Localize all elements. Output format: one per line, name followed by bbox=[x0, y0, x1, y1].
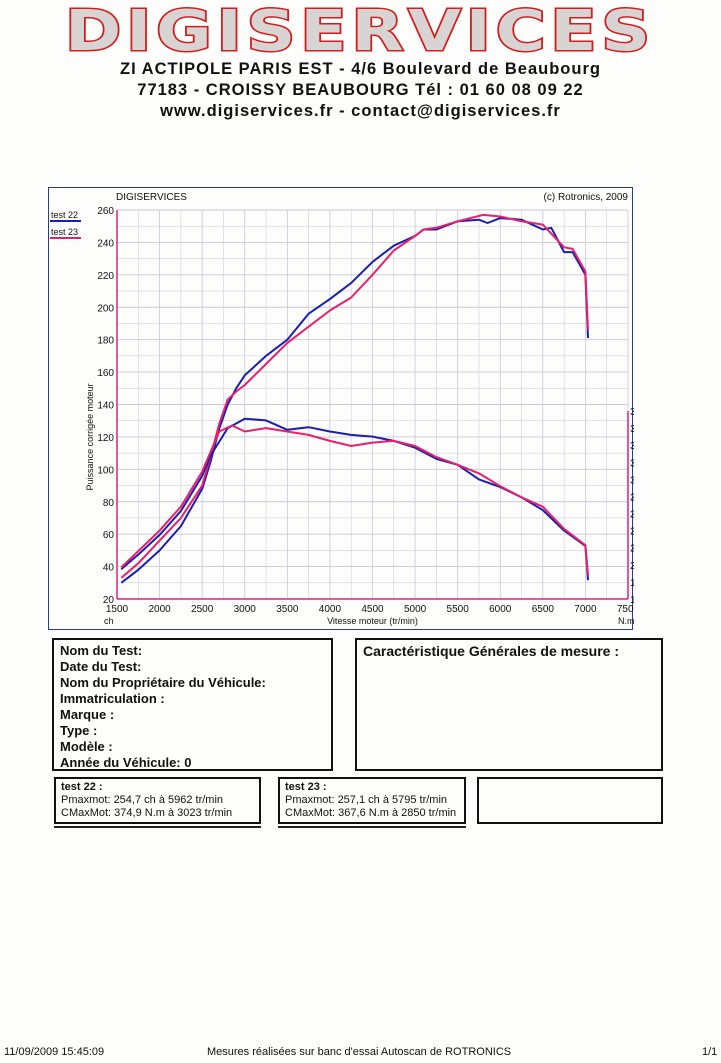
x-tick-label: 1500 bbox=[106, 604, 129, 615]
x-tick-label: 7000 bbox=[574, 604, 597, 615]
y2-tick-label: 380 bbox=[630, 407, 634, 418]
x-tick-label: 4500 bbox=[361, 604, 384, 615]
y-tick-label: 240 bbox=[97, 238, 114, 249]
x-tick-label: 7500 bbox=[617, 604, 634, 615]
y-tick-label: 40 bbox=[103, 563, 115, 574]
general-characteristics-box: Caractéristique Générales de mesure : bbox=[355, 638, 663, 771]
info-field: Modèle : bbox=[60, 739, 113, 754]
divider bbox=[278, 826, 466, 828]
y2-tick-label: 260 bbox=[630, 510, 634, 521]
x-tick-label: 5000 bbox=[404, 604, 427, 615]
y-tick-label: 100 bbox=[97, 465, 114, 476]
y2-tick-label: 340 bbox=[630, 441, 634, 452]
y-tick-label: 120 bbox=[97, 433, 114, 444]
y-tick-label: 260 bbox=[97, 206, 114, 217]
x-tick-label: 2500 bbox=[191, 604, 214, 615]
footer-note: Mesures réalisées sur banc d'essai Autos… bbox=[207, 1046, 512, 1058]
x-unit-label: ch bbox=[104, 616, 114, 626]
result-title: test 22 : bbox=[61, 781, 103, 793]
y2-tick-label: 300 bbox=[630, 475, 634, 486]
torque-curve-test22 bbox=[120, 417, 589, 581]
x-tick-label: 2000 bbox=[148, 604, 171, 615]
y-tick-label: 20 bbox=[103, 595, 115, 606]
legend-label-test22: test 22 bbox=[51, 210, 78, 220]
result-box-test23: test 23 : Pmaxmot: 257,1 ch à 5795 tr/mi… bbox=[278, 777, 466, 824]
info-field: Nom du Test: bbox=[60, 643, 143, 658]
result-box-empty bbox=[477, 777, 663, 824]
info-field: Marque : bbox=[60, 707, 115, 722]
info-field: Date du Test: bbox=[60, 659, 142, 674]
chart-title: DIGISERVICES bbox=[116, 192, 187, 203]
y2-tick-label: 240 bbox=[630, 527, 634, 538]
y-axis-label: Puissance corrigée moteur bbox=[85, 383, 95, 490]
y-tick-label: 200 bbox=[97, 303, 114, 314]
info-field: Immatriculation : bbox=[60, 691, 165, 706]
y2-tick-label: 160 bbox=[630, 595, 634, 606]
result-box-test22: test 22 : Pmaxmot: 254,7 ch à 5962 tr/mi… bbox=[54, 777, 261, 824]
y-tick-label: 160 bbox=[97, 368, 114, 379]
divider bbox=[54, 826, 261, 828]
y-tick-label: 80 bbox=[103, 498, 115, 509]
y2-tick-label: 320 bbox=[630, 458, 634, 469]
x-tick-label: 3500 bbox=[276, 604, 299, 615]
info-field: Année du Véhicule: 0 bbox=[60, 755, 192, 770]
chart-copyright: (c) Rotronics, 2009 bbox=[544, 192, 629, 203]
y-tick-label: 60 bbox=[103, 530, 115, 541]
torque-curve-test23 bbox=[120, 424, 589, 576]
y2-tick-label: 200 bbox=[630, 561, 634, 572]
legend-label-test23: test 23 bbox=[51, 227, 78, 237]
chart-frame bbox=[48, 187, 633, 630]
dyno-chart: 1500 2000 2500 3000 3500 4000 4500 5000 5500 6000… bbox=[50, 192, 634, 626]
y-tick-label: 220 bbox=[97, 271, 114, 282]
footer-datetime: 11/09/2009 15:45:09 bbox=[4, 1046, 105, 1058]
digiservices-logo: DIGISERVICES bbox=[64, 2, 655, 58]
x-tick-label: 3000 bbox=[234, 604, 257, 615]
x-tick-label: 5500 bbox=[447, 604, 470, 615]
power-curve-test23 bbox=[120, 213, 589, 579]
address-line-1: ZI ACTIPOLE PARIS EST - 4/6 Boulevard de… bbox=[120, 60, 601, 78]
x-axis-label: Vitesse moteur (tr/min) bbox=[327, 616, 418, 626]
y2-tick-label: 280 bbox=[630, 492, 634, 503]
contact-line: www.digiservices.fr - contact@digiservic… bbox=[160, 102, 561, 120]
address-line-2: 77183 - CROISSY BEAUBOURG Tél : 01 60 08… bbox=[137, 81, 584, 99]
result-pmax: Pmaxmot: 254,7 ch à 5962 tr/min bbox=[61, 794, 224, 806]
y2-tick-label: 360 bbox=[630, 424, 634, 435]
y2-tick-label: 180 bbox=[630, 578, 634, 589]
y-tick-label: 180 bbox=[97, 336, 114, 347]
result-title: test 23 : bbox=[285, 781, 327, 793]
x-tick-label: 4000 bbox=[319, 604, 342, 615]
y2-tick-label: 220 bbox=[630, 544, 634, 555]
result-cmax: CMaxMot: 367,6 N.m à 2850 tr/min bbox=[285, 807, 457, 819]
info-field: Nom du Propriétaire du Véhicule: bbox=[60, 675, 266, 690]
test-info-box: Nom du Test: Date du Test: Nom du Propriét… bbox=[52, 638, 333, 771]
result-pmax: Pmaxmot: 257,1 ch à 5795 tr/min bbox=[285, 794, 448, 806]
result-cmax: CMaxMot: 374,9 N.m à 3023 tr/min bbox=[61, 807, 233, 819]
power-curve-test22 bbox=[120, 217, 589, 584]
x-tick-label: 6000 bbox=[489, 604, 512, 615]
x-tick-label: 6500 bbox=[532, 604, 555, 615]
logo-text: DIGISERVICES bbox=[65, 2, 655, 58]
footer-page: 1/1 bbox=[702, 1046, 718, 1058]
info-field: Type : bbox=[60, 723, 98, 738]
y2-unit-label: N.m bbox=[618, 616, 634, 626]
y-tick-label: 140 bbox=[97, 401, 114, 412]
general-characteristics-title: Caractéristique Générales de mesure : bbox=[363, 643, 620, 659]
